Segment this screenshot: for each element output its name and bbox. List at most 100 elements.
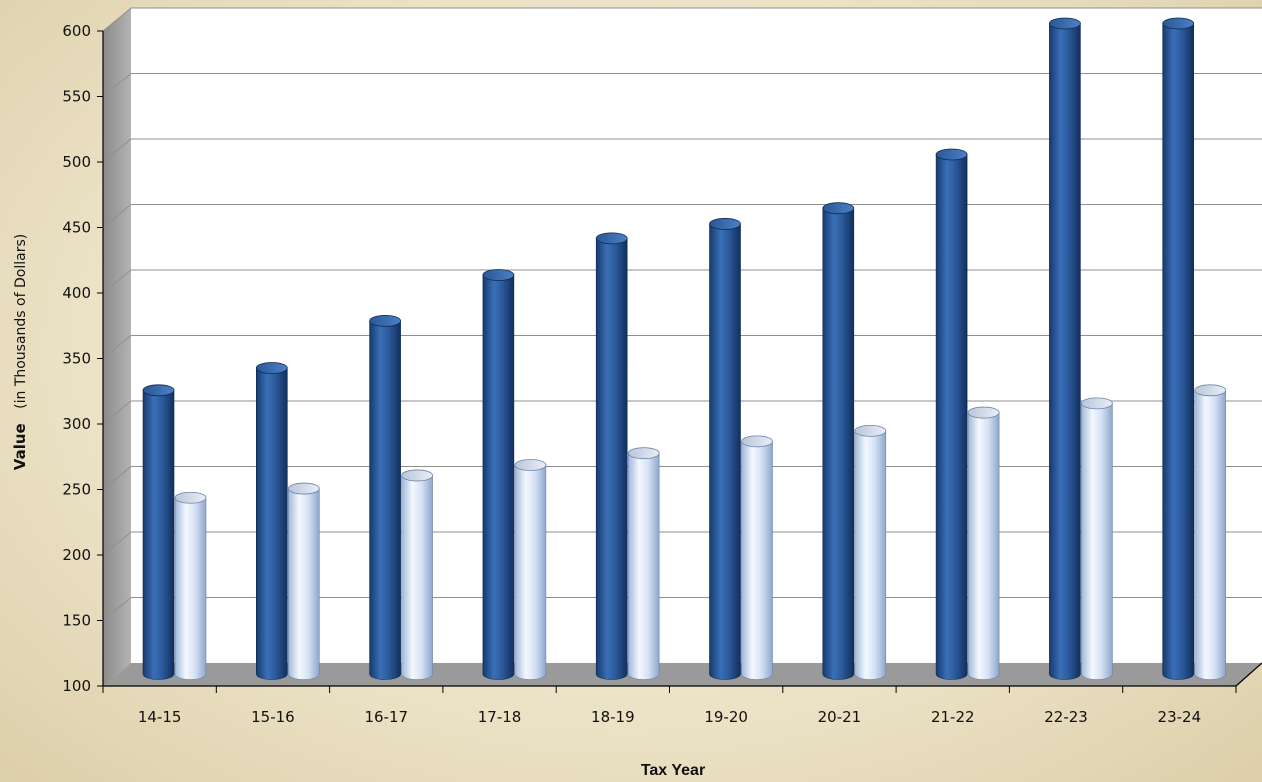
- y-tick-label: 200: [62, 546, 91, 564]
- x-tick-label: 19-20: [704, 708, 748, 726]
- y-tick-label: 100: [62, 677, 91, 695]
- bar-body: [369, 320, 401, 674]
- bar-series-2: [1081, 397, 1113, 680]
- bar-cap: [401, 469, 434, 482]
- bar-series-2: [854, 425, 887, 680]
- y-tick-label: 350: [62, 350, 91, 368]
- bar-body: [175, 497, 206, 674]
- y-tick-label: 450: [62, 219, 91, 237]
- gridline-side: [102, 597, 132, 621]
- bar-cap: [709, 218, 741, 230]
- y-axis-title-main: Value: [11, 423, 29, 470]
- gridline-side: [102, 73, 132, 97]
- bar-cap: [967, 406, 1000, 419]
- bar-series-2: [627, 447, 660, 680]
- y-tick-labels: 100 150 200 250 300 350 400 450 500 550 600: [62, 22, 91, 695]
- bar-series-1: [369, 314, 402, 680]
- gridline-side: [102, 269, 132, 294]
- bar-series-1: [595, 232, 628, 680]
- bar-series-2: [967, 406, 1000, 680]
- gridline-side: [102, 466, 132, 490]
- bar-body: [143, 390, 174, 674]
- bar-body: [256, 368, 288, 674]
- bar-cap: [854, 425, 887, 437]
- x-tick-label: 18-19: [591, 708, 635, 726]
- x-tick-label: 17-18: [478, 708, 522, 726]
- y-tick-label: 500: [62, 153, 91, 171]
- bar-body: [741, 441, 773, 674]
- x-tick-label: 15-16: [251, 708, 295, 726]
- bar-series-2: [174, 491, 207, 680]
- x-tick-label: 16-17: [364, 708, 408, 726]
- y-axis-title-note: (in Thousands of Dollars): [13, 234, 29, 409]
- bar-series-2: [514, 459, 547, 680]
- bar-cap: [627, 447, 660, 460]
- bar-series-2: [1194, 384, 1227, 680]
- bar-cap: [255, 362, 288, 374]
- bar-series-1: [255, 362, 288, 680]
- bar-body: [1081, 403, 1113, 674]
- x-tick-labels: 14-15 15-16 16-17 17-18 18-19 19-20 20-21 21-22…: [138, 708, 1201, 726]
- bar-cap: [935, 148, 968, 161]
- bar-body: [936, 154, 968, 674]
- bar-body: [514, 464, 546, 674]
- bar-cap: [369, 314, 402, 327]
- bar-cap: [142, 384, 175, 397]
- bar-cap: [1081, 397, 1113, 410]
- gridline-side: [102, 7, 132, 32]
- bar-body: [709, 223, 741, 674]
- x-tick-label: 22-23: [1044, 708, 1088, 726]
- gridline-side: [102, 204, 132, 228]
- y-tick-label: 400: [62, 284, 91, 302]
- y-tick-label: 250: [62, 481, 91, 499]
- x-axis-end: [1235, 662, 1262, 687]
- y-tick-label: 550: [62, 88, 91, 106]
- bar-series-1: [935, 148, 968, 680]
- gridline-side: [102, 138, 132, 163]
- bar-body: [482, 275, 514, 674]
- bar-series-1: [822, 202, 855, 680]
- bar-body: [1049, 23, 1081, 674]
- x-axis-title: Tax Year: [641, 762, 705, 779]
- bar-cap: [1162, 17, 1195, 30]
- bar-body: [1162, 23, 1194, 674]
- bar-body: [854, 430, 886, 674]
- y-tick-label: 600: [62, 22, 91, 40]
- bar-body: [401, 475, 433, 674]
- y-tick-label: 150: [62, 612, 91, 630]
- bar-cap: [595, 232, 628, 245]
- bar-body: [596, 238, 628, 674]
- bar-body: [288, 488, 320, 674]
- bar-cap: [174, 491, 207, 504]
- bar-cap: [822, 202, 855, 215]
- bar-series-1: [482, 269, 515, 680]
- bar-series-2: [287, 482, 320, 680]
- bar-series-1: [1049, 17, 1081, 680]
- y-tick-label: 300: [62, 415, 91, 433]
- bar-cap: [514, 459, 547, 471]
- bar-series-1: [1162, 17, 1195, 680]
- bar-cap: [741, 435, 773, 448]
- bar-body: [628, 453, 660, 674]
- x-tick-label: 23-24: [1158, 708, 1202, 726]
- y-axis-title: Value (in Thousands of Dollars): [11, 234, 29, 470]
- bar-cap: [287, 482, 320, 495]
- bar-cap: [1049, 17, 1081, 30]
- bar-series-2: [401, 469, 434, 680]
- x-tick-label: 21-22: [931, 708, 975, 726]
- gridline-side: [102, 335, 132, 359]
- bar-series-1: [709, 218, 741, 680]
- gridline-side: [102, 400, 132, 425]
- gridline-side: [102, 531, 132, 556]
- axes: [97, 30, 1262, 693]
- bar-body: [1194, 390, 1226, 674]
- bar-cap: [482, 269, 515, 281]
- bar-series-1: [142, 384, 175, 680]
- bars: [142, 17, 1227, 680]
- x-tick-label: 14-15: [138, 708, 182, 726]
- bar-body: [968, 412, 1000, 674]
- bar-series-2: [741, 435, 773, 680]
- bar-body: [822, 208, 854, 674]
- x-tick-label: 20-21: [818, 708, 862, 726]
